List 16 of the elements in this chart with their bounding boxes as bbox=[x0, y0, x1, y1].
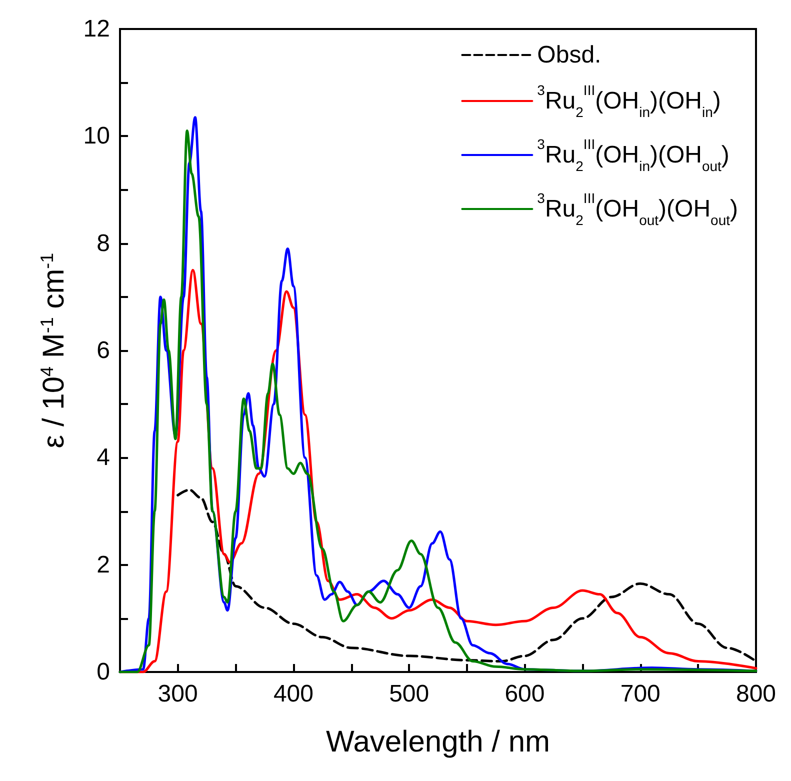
y-axis-title: ε / 104 M-1 cm-1 bbox=[37, 252, 70, 448]
y-tick-label: 10 bbox=[83, 122, 110, 150]
x-tick-label: 300 bbox=[158, 680, 198, 708]
x-tick-label: 700 bbox=[620, 680, 660, 708]
x-tick-label: 400 bbox=[273, 680, 314, 708]
y-tick-label: 8 bbox=[96, 230, 110, 257]
x-tick-label: 800 bbox=[736, 680, 776, 708]
y-tick-label: 0 bbox=[96, 658, 110, 686]
y-tick-label: 4 bbox=[96, 444, 110, 472]
x-axis-title: Wavelength / nm bbox=[326, 726, 550, 758]
x-tick-label: 500 bbox=[389, 680, 430, 708]
x-tick-label: 600 bbox=[504, 680, 545, 708]
y-tick-label: 12 bbox=[83, 16, 110, 42]
y-tick-label: 6 bbox=[96, 337, 110, 364]
legend-label: Obsd. bbox=[537, 42, 602, 68]
y-tick-label: 2 bbox=[96, 551, 110, 578]
